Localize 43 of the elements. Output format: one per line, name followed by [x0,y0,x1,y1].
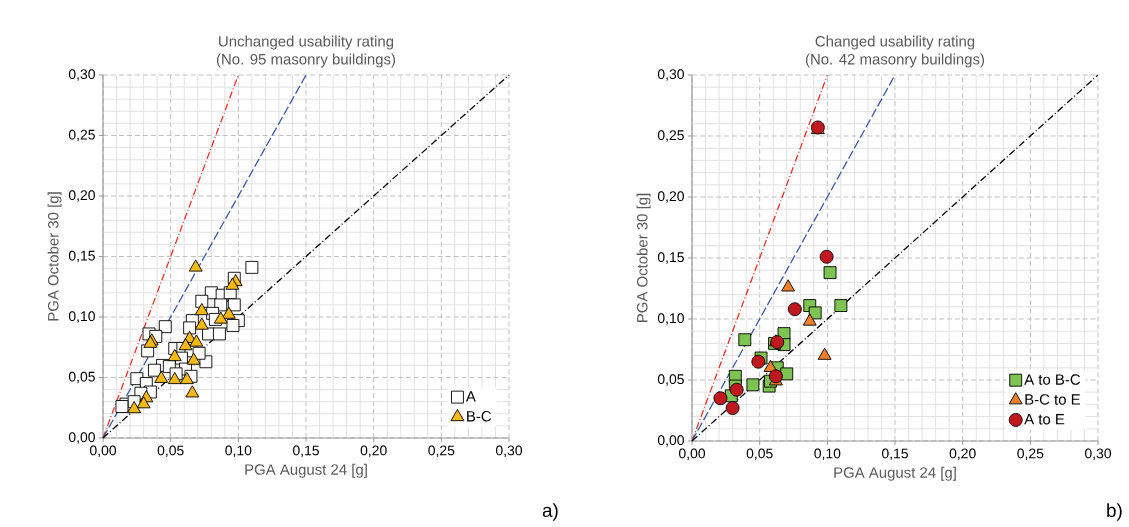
legend-label: A [465,391,476,402]
x-tick-label: 0,15 [881,448,908,461]
legend-label: B-C [467,410,492,422]
y-tick-label: 0,00 [68,432,95,444]
x-tick-label: 0,20 [949,448,976,461]
x-tick-label: 0,15 [292,445,319,458]
y-tick-label: 0,10 [657,313,684,325]
legend-label: B-C to E [1025,394,1080,405]
x-tick-label: 0,20 [360,445,387,458]
text: a) [542,503,558,521]
y-axis-title: PGA October 30 [g] [47,192,62,321]
y-tick-label: 0,20 [657,191,684,203]
chart-subtitle: (No. 42 masonry buildings) [805,53,985,68]
y-tick-label: 0,20 [68,190,95,202]
y-axis-title: PGA October 30 [g] [636,193,651,322]
y-tick-label: 0,00 [657,435,684,447]
x-axis-title: PGA August 24 [g] [245,463,367,478]
x-tick-label: 0,30 [495,445,523,458]
legend-label: A to B-C [1024,374,1081,385]
x-tick-label: 0,05 [746,448,773,461]
x-tick-label: 0,00 [89,445,117,458]
chart-subtitle: (No. 95 masonry buildings) [216,53,396,68]
y-tick-label: 0,15 [657,252,684,264]
y-tick-label: 0,30 [68,69,95,81]
y-tick-label: 0,10 [68,311,95,323]
legend-label: A to E [1024,414,1065,425]
y-tick-label: 0,25 [657,130,684,142]
x-tick-label: 0,25 [428,445,455,458]
y-tick-label: 0,15 [68,250,95,263]
x-tick-label: 0,10 [814,448,841,461]
x-tick-label: 0,10 [225,445,252,458]
y-tick-label: 0,05 [68,371,95,384]
text: b) [1107,503,1122,521]
x-tick-label: 0,00 [678,448,706,461]
chart-title: Changed usability rating [815,35,975,50]
y-tick-label: 0,05 [657,374,684,386]
chart-title: Unchanged usability rating [219,35,394,50]
x-tick-label: 0,25 [1017,448,1044,461]
y-tick-label: 0,25 [68,129,95,142]
y-tick-label: 0,30 [657,69,684,81]
x-tick-label: 0,05 [157,445,184,458]
x-axis-title: PGA August 24 [g] [834,466,956,481]
x-tick-label: 0,30 [1084,448,1112,461]
